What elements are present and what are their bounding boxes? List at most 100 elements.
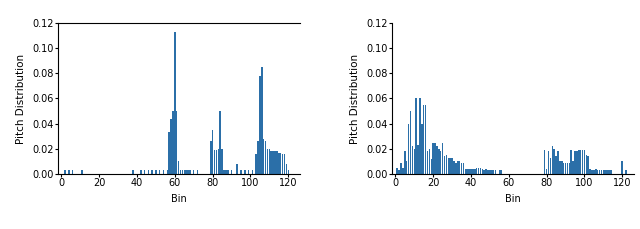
Bar (588, 156, 589, 174)
Bar (557, 151, 559, 174)
Bar (188, 170, 189, 174)
Bar (442, 142, 444, 174)
Bar (589, 169, 591, 174)
Bar (493, 170, 495, 174)
Bar (554, 149, 555, 174)
Bar (406, 161, 408, 174)
Bar (485, 169, 487, 174)
Bar (155, 170, 157, 174)
Bar (248, 170, 250, 174)
Bar (81, 170, 83, 174)
Bar (404, 151, 406, 174)
Bar (499, 170, 500, 174)
Bar (465, 169, 466, 174)
Bar (227, 170, 228, 174)
Bar (163, 170, 164, 174)
Bar (495, 170, 497, 174)
Bar (459, 161, 460, 174)
Bar (236, 164, 238, 174)
Bar (546, 169, 547, 174)
Bar (574, 151, 576, 174)
Bar (455, 163, 456, 174)
Bar (576, 151, 578, 174)
Bar (476, 168, 477, 174)
Bar (444, 156, 445, 174)
Bar (472, 169, 474, 174)
Bar (267, 149, 268, 174)
Bar (544, 150, 545, 174)
Bar (463, 163, 464, 174)
Bar (421, 124, 422, 174)
Bar (140, 170, 141, 174)
Bar (189, 170, 191, 174)
Bar (419, 98, 420, 174)
Bar (608, 170, 610, 174)
Bar (597, 170, 598, 174)
Bar (65, 170, 66, 174)
Bar (259, 76, 260, 174)
Bar (417, 145, 419, 174)
Bar (159, 170, 161, 174)
Bar (182, 170, 183, 174)
Bar (280, 153, 282, 174)
Bar (582, 150, 583, 174)
Bar (400, 163, 402, 174)
Bar (261, 67, 262, 174)
Bar (180, 170, 181, 174)
Bar (166, 170, 168, 174)
Bar (478, 168, 479, 174)
Bar (287, 170, 289, 174)
X-axis label: Bin: Bin (505, 194, 520, 204)
Bar (431, 159, 432, 174)
Bar (271, 151, 272, 174)
Bar (468, 169, 470, 174)
Bar (398, 170, 400, 174)
Bar (570, 150, 572, 174)
Bar (500, 170, 502, 174)
Bar (132, 170, 134, 174)
Bar (176, 111, 177, 174)
Bar (144, 170, 145, 174)
Bar (467, 169, 468, 174)
Bar (413, 149, 415, 174)
Bar (491, 170, 493, 174)
Bar (168, 132, 170, 174)
Bar (186, 170, 187, 174)
Bar (284, 154, 285, 174)
Bar (148, 170, 149, 174)
Bar (397, 168, 398, 174)
Bar (170, 119, 172, 174)
Bar (461, 163, 462, 174)
Bar (184, 170, 185, 174)
Bar (474, 169, 476, 174)
Bar (605, 170, 606, 174)
Bar (610, 170, 612, 174)
Bar (470, 169, 472, 174)
Bar (221, 149, 223, 174)
Bar (255, 154, 257, 174)
Bar (240, 170, 242, 174)
Bar (451, 158, 453, 174)
Bar (568, 163, 570, 174)
Bar (278, 153, 280, 174)
Bar (265, 141, 266, 174)
Bar (415, 98, 417, 174)
Bar (449, 158, 451, 174)
Bar (548, 151, 549, 174)
Bar (216, 150, 217, 174)
Bar (556, 156, 557, 174)
Y-axis label: Pitch Distribution: Pitch Distribution (350, 53, 360, 144)
Bar (214, 150, 215, 174)
Bar (440, 151, 442, 174)
Bar (436, 146, 438, 174)
Bar (212, 130, 213, 174)
Bar (252, 170, 253, 174)
Bar (435, 142, 436, 174)
Bar (275, 151, 276, 174)
Bar (599, 170, 600, 174)
Bar (445, 155, 447, 174)
Bar (273, 151, 274, 174)
Bar (480, 168, 481, 174)
Bar (269, 149, 270, 174)
Bar (427, 151, 428, 174)
